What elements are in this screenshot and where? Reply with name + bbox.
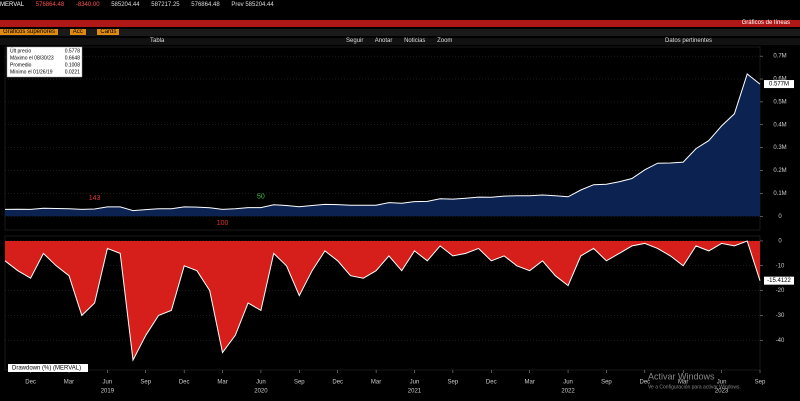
stat-value: 0.6648 — [65, 55, 81, 61]
x-tick-label: Dec — [332, 380, 343, 386]
tool[interactable]: Anotar — [374, 38, 393, 44]
stat-value: 0.5778 — [65, 48, 81, 54]
menu-item[interactable]: Cards — [97, 29, 120, 35]
y-tick-label: 0 — [778, 239, 782, 245]
prev: Prev 585204.44 — [231, 2, 274, 8]
annotation: 143 — [89, 195, 101, 202]
field: 576864.48 — [191, 2, 220, 8]
line — [4, 73, 761, 212]
menu-item[interactable]: Acc — [69, 29, 86, 35]
stat-value: 0.1008 — [65, 62, 81, 68]
y-tick-label: 0 — [778, 214, 782, 220]
year-label: 2021 — [408, 389, 422, 395]
watermark: Activar Windows — [648, 371, 715, 381]
x-tick-label: Dec — [25, 380, 36, 386]
x-tick-label: Mar — [217, 380, 227, 386]
y-tick-label: 0.5M — [773, 99, 786, 105]
y-tick-label: -10 — [776, 263, 785, 269]
y-tick-label: -40 — [776, 338, 785, 344]
watermark: Ve a Configuración para activar Windows. — [648, 384, 741, 390]
x-tick-label: Dec — [486, 380, 497, 386]
stats-box — [6, 46, 83, 78]
x-tick-label: Jun — [256, 380, 266, 386]
annotation: 50 — [257, 194, 265, 201]
stat-label: Promedio — [10, 62, 32, 68]
ticker: MERVAL — [0, 2, 25, 8]
x-tick-label: Mar — [64, 380, 74, 386]
tool[interactable]: Seguir — [346, 38, 364, 44]
line — [4, 240, 761, 362]
legend-box — [8, 364, 88, 372]
x-tick-label: Mar — [678, 380, 688, 386]
x-tick-label: Sep — [448, 380, 459, 386]
toolbar: Tabla Seguir Anotar Noticias Zoom Datos … — [0, 38, 800, 45]
year-label: 2023 — [715, 389, 729, 395]
x-tick-label: Sep — [294, 380, 305, 386]
red-bar: Gráficos de líneas — [0, 20, 800, 27]
data-button[interactable]: Datos pertinentes — [665, 38, 713, 44]
area-fill — [5, 74, 760, 217]
change: -8340.00 — [75, 2, 100, 8]
last-value-box — [764, 276, 794, 285]
field: 585204.44 — [111, 2, 140, 8]
last-value-box — [764, 80, 794, 89]
x-tick-label: Jun — [103, 380, 113, 386]
year-label: 2020 — [254, 389, 268, 395]
stat-value: 0.0221 — [65, 69, 81, 75]
x-tick-label: Mar — [524, 380, 534, 386]
field: 587217.25 — [151, 2, 180, 8]
x-tick-label: Jun — [717, 380, 727, 386]
y-tick-label: -20 — [776, 288, 785, 294]
stat-label: Mínimo el 01/26/19 — [10, 69, 53, 75]
y-tick-label: 0.7M — [773, 54, 786, 60]
y-tick-label: -30 — [776, 313, 785, 319]
x-tick-label: Dec — [639, 380, 650, 386]
menu-item[interactable]: Gráficos superiores — [0, 29, 59, 35]
orange-bar: Gráficos superiores Acc Cards — [0, 29, 800, 36]
legend: Drawdown (%) (MERVAL) — [12, 366, 81, 372]
stat-label: Últ precio — [10, 47, 31, 54]
x-tick-label: Sep — [601, 380, 612, 386]
stat-label: Máximo el 08/30/23 — [10, 55, 54, 61]
table-button[interactable]: Tabla — [150, 38, 165, 44]
last-price: 576864.48 — [35, 2, 65, 8]
x-tick-label: Dec — [179, 380, 190, 386]
x-tick-label: Jun — [410, 380, 420, 386]
x-tick-label: Sep — [140, 380, 151, 386]
last-value-label: -15.4122 — [767, 278, 791, 284]
year-label: 2019 — [101, 389, 115, 395]
x-tick-label: Jun — [563, 380, 573, 386]
y-tick-label: 0.3M — [773, 145, 786, 151]
tool[interactable]: Zoom — [437, 38, 453, 44]
y-tick-label: 0.2M — [773, 168, 786, 174]
quote-row: MERVAL 576864.48 -8340.00 585204.44 5872… — [0, 2, 800, 11]
y-tick-label: 0.1M — [773, 191, 786, 197]
chart-type[interactable]: Gráficos de líneas — [741, 20, 790, 26]
x-tick-label: Sep — [755, 380, 766, 386]
annotation: 100 — [217, 220, 229, 227]
y-tick-label: 0.4M — [773, 122, 786, 128]
y-tick-label: 0.6M — [773, 77, 786, 83]
tool[interactable]: Noticias — [404, 38, 426, 44]
last-value-label: 0.577M — [769, 82, 789, 88]
area-fill — [5, 240, 760, 361]
year-label: 2022 — [561, 389, 575, 395]
x-tick-label: Mar — [371, 380, 381, 386]
